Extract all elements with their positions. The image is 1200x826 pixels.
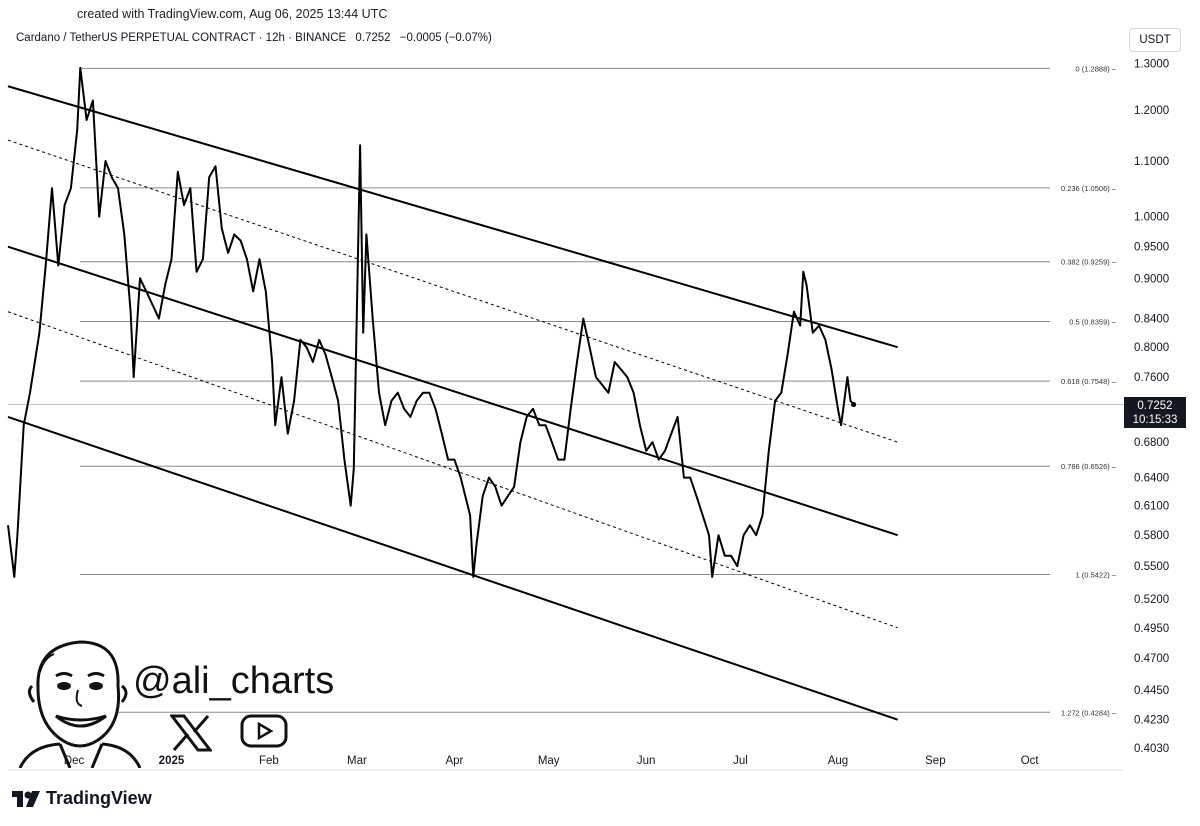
y-tick-label-6: 0.8400 bbox=[1134, 314, 1169, 326]
fib-label-6: 1 (0.5422) – bbox=[1076, 571, 1117, 580]
y-tick-label-11: 0.6100 bbox=[1134, 501, 1169, 513]
symbol-legend: Cardano / TetherUS PERPETUAL CONTRACT · … bbox=[16, 32, 498, 44]
y-tick-label-5: 0.9000 bbox=[1134, 273, 1169, 285]
y-tick-label-2: 1.1000 bbox=[1134, 156, 1169, 168]
y-tick-label-1: 1.2000 bbox=[1134, 105, 1169, 117]
y-tick-label-12: 0.5800 bbox=[1134, 530, 1169, 542]
y-tick-label-9: 0.6800 bbox=[1134, 437, 1169, 449]
x-tick-label-8: Aug bbox=[828, 755, 848, 767]
y-tick-label-14: 0.5200 bbox=[1134, 594, 1169, 606]
youtube-icon[interactable] bbox=[240, 714, 288, 748]
price-change: −0.0005 (−0.07%) bbox=[399, 32, 492, 44]
fib-label-7: 1.272 (0.4284) – bbox=[1061, 708, 1117, 717]
avatar-illustration bbox=[18, 640, 142, 768]
y-tick-label-7: 0.8000 bbox=[1134, 342, 1169, 354]
y-tick-label-10: 0.6400 bbox=[1134, 473, 1169, 485]
y-tick-label-3: 1.0000 bbox=[1134, 212, 1169, 224]
fib-label-5: 0.786 (0.6526) – bbox=[1061, 462, 1117, 471]
y-tick-label-13: 0.5500 bbox=[1134, 561, 1169, 573]
fib-label-0: 0 (1.2888) – bbox=[1076, 64, 1117, 73]
x-tick-label-10: Oct bbox=[1021, 755, 1040, 767]
fib-label-4: 0.618 (0.7548) – bbox=[1061, 377, 1117, 386]
channel-lines bbox=[7, 85, 898, 721]
channel-line-4 bbox=[7, 311, 898, 629]
currency-button[interactable]: USDT bbox=[1129, 28, 1181, 52]
y-tick-label-19: 0.4030 bbox=[1134, 743, 1169, 755]
y-tick-label-17: 0.4450 bbox=[1134, 685, 1169, 697]
y-tick-label-0: 1.3000 bbox=[1134, 58, 1169, 70]
brand-name: TradingView bbox=[46, 788, 152, 808]
x-tick-label-4: Apr bbox=[445, 755, 463, 767]
author-handle: @ali_charts bbox=[133, 660, 335, 702]
x-tick-label-5: May bbox=[538, 755, 560, 767]
x-tick-label-6: Jun bbox=[637, 755, 656, 767]
channel-line-1 bbox=[7, 245, 898, 537]
current-price-badge: 0.7252 10:15:33 bbox=[1124, 397, 1186, 428]
y-axis: 1.3000 1.2000 1.1000 1.0000 0.9500 0.9000 0.84… bbox=[1134, 58, 1169, 755]
price-line bbox=[7, 66, 855, 578]
x-logo-icon[interactable] bbox=[170, 714, 212, 752]
price-series bbox=[7, 66, 857, 578]
badge-countdown: 10:15:33 bbox=[1132, 414, 1178, 426]
symbol-title[interactable]: Cardano / TetherUS PERPETUAL CONTRACT · … bbox=[16, 32, 347, 44]
channel-line-3 bbox=[7, 139, 898, 443]
tradingview-brand[interactable]: TradingView bbox=[12, 788, 152, 809]
fib-label-1: 0.236 (1.0506) – bbox=[1061, 184, 1117, 193]
y-tick-label-4: 0.9500 bbox=[1134, 242, 1169, 254]
x-tick-label-7: Jul bbox=[733, 755, 748, 767]
y-tick-label-15: 0.4950 bbox=[1134, 623, 1169, 635]
x-tick-label-9: Sep bbox=[925, 755, 945, 767]
y-tick-label-16: 0.4700 bbox=[1134, 653, 1169, 665]
tradingview-logo-icon bbox=[12, 790, 40, 807]
x-tick-label-1: 2025 bbox=[159, 755, 185, 767]
x-tick-label-3: Mar bbox=[347, 755, 367, 767]
channel-line-2 bbox=[7, 415, 898, 721]
created-with-text: created with TradingView.com, Aug 06, 20… bbox=[77, 7, 388, 21]
x-tick-label-2: Feb bbox=[259, 755, 279, 767]
y-tick-label-8: 0.7600 bbox=[1134, 372, 1169, 384]
channel-line-0 bbox=[7, 85, 898, 349]
x-axis: Dec 2025 Feb Mar Apr May Jun Jul Aug Sep Oct bbox=[8, 755, 1124, 771]
last-price: 0.7252 bbox=[355, 32, 391, 44]
badge-price: 0.7252 bbox=[1137, 400, 1173, 412]
fib-levels: 0 (1.2888) – 0.236 (1.0506) – 0.382 (0.925… bbox=[8, 64, 1124, 717]
last-point-dot bbox=[851, 402, 857, 408]
fib-label-3: 0.5 (0.8359) – bbox=[1069, 317, 1117, 326]
fib-label-2: 0.382 (0.9259) – bbox=[1061, 258, 1117, 267]
y-tick-label-18: 0.4230 bbox=[1134, 715, 1169, 727]
